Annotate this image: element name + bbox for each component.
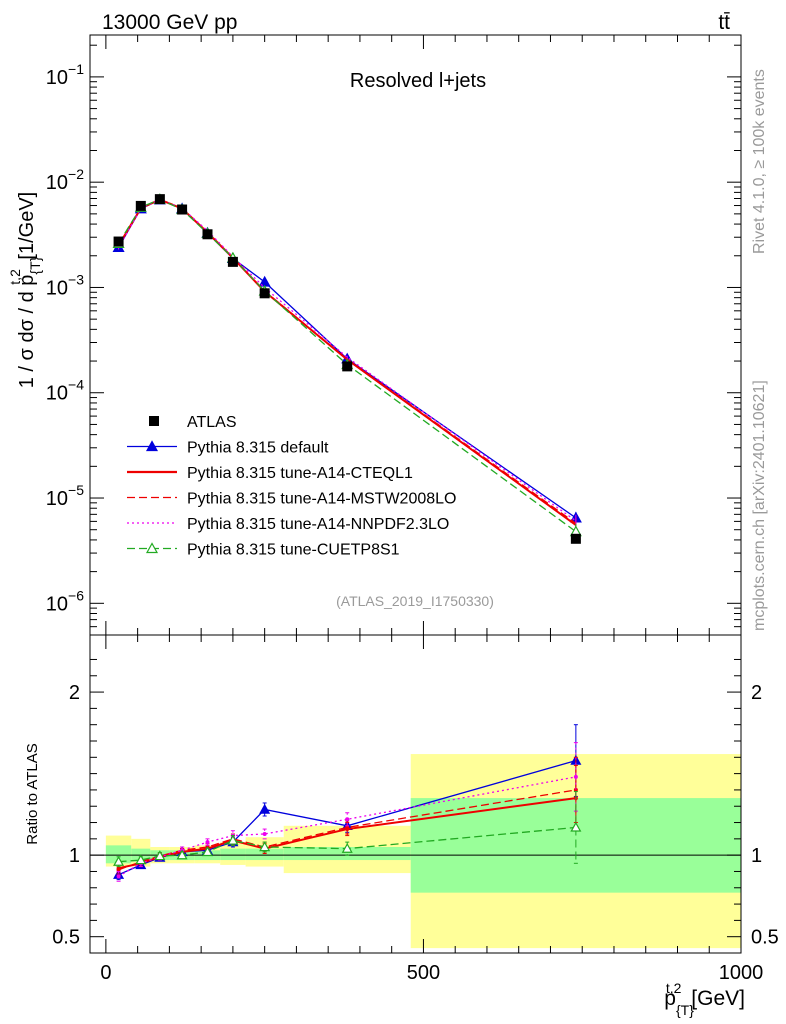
- data-point: [154, 194, 165, 205]
- ratio-y-tick-label-right: 0.5: [751, 927, 779, 949]
- ratio-series-4-marker: [135, 854, 147, 865]
- ratio-series-4-marker: [570, 821, 582, 832]
- main-panel: 10−610−510−410−310−210−1 Resolved l+jets…: [46, 34, 742, 636]
- legend-label: Pythia 8.315 tune-A14-MSTW2008LO: [187, 491, 456, 508]
- ratio-series-4-marker: [154, 850, 166, 861]
- ratio-y-axis-label: Ratio to ATLAS: [24, 743, 41, 844]
- y-axis-label-unit: [1/GeV]: [16, 192, 38, 265]
- ratio-y-tick-label: 0.5: [52, 927, 80, 949]
- y-tick-label-exp: −1: [68, 61, 84, 77]
- y-tick-label: 10−6: [46, 587, 84, 615]
- y-tick-label: 10−2: [46, 166, 84, 194]
- data-point: [202, 229, 213, 240]
- y-tick-label-base: 10: [46, 67, 68, 89]
- series-3-line: [118, 198, 577, 522]
- data-point: [259, 288, 270, 299]
- y-axis-label: 1 / σ dσ / d p{T}t,2 [1/GeV]: [7, 192, 43, 389]
- ratio-series-3-marker: [116, 874, 121, 879]
- y-tick-label: 10−3: [46, 271, 84, 299]
- ratio-series-3-marker: [262, 831, 267, 836]
- ratio-series-3-marker: [205, 840, 210, 845]
- ratio-y-tick-label: 2: [69, 682, 80, 704]
- ratio-frame: [89, 634, 742, 954]
- x-axis-label: p{T} t,2 [GeV]: [664, 980, 745, 1018]
- y-tick-label-exp: −4: [68, 377, 84, 393]
- data-point: [177, 204, 188, 215]
- y-axis-label-main: 1 / σ dσ / d p: [16, 275, 38, 389]
- legend-swatch-data: [149, 416, 159, 426]
- legend-marker-0: [145, 440, 159, 452]
- ratio-series-2-marker: [345, 825, 350, 830]
- y-tick-label: 10−5: [46, 482, 84, 510]
- y-tick-label-exp: −5: [68, 482, 84, 498]
- x-tick-label: 1000: [719, 962, 764, 984]
- ratio-y-tick-label-right: 1: [751, 845, 762, 867]
- y-tick-label-base: 10: [46, 277, 68, 299]
- ratio-band-inner: [105, 845, 132, 864]
- y-axis-label-sub: {T}: [27, 256, 43, 274]
- y-tick-label-base: 10: [46, 593, 68, 615]
- header-left: 13000 GeV pp: [102, 11, 237, 34]
- y-axis-label-sup: t,2: [7, 269, 23, 285]
- y-tick-label-exp: −3: [68, 271, 84, 287]
- legend-label: Pythia 8.315 tune-A14-NNPDF2.3LO: [187, 516, 449, 533]
- plot-title: Resolved l+jets: [350, 70, 486, 92]
- ratio-series-4-marker: [113, 855, 125, 866]
- data-point: [570, 533, 581, 544]
- legend-label: Pythia 8.315 tune-A14-CTEQL1: [187, 465, 413, 482]
- ratio-y-tick-label: 1: [69, 845, 80, 867]
- ratio-series-4-marker: [341, 842, 353, 853]
- data-point: [227, 256, 238, 267]
- y-tick-label-exp: −2: [68, 166, 84, 182]
- x-tick-label: 500: [407, 962, 440, 984]
- legend-label: ATLAS: [187, 414, 237, 431]
- ratio-band-inner: [283, 847, 411, 861]
- analysis-id: (ATLAS_2019_I1750330): [336, 593, 494, 609]
- y-tick-label-base: 10: [46, 383, 68, 405]
- ratio-series-3-marker: [573, 774, 578, 779]
- side-text-top: Rivet 4.1.0, ≥ 100k events: [751, 69, 768, 254]
- y-tick-label: 10−4: [46, 377, 84, 405]
- ratio-series-4-marker: [176, 849, 188, 860]
- ratio-panel: 0 500 1000 0.5 0.5 1 1 2 2: [52, 634, 779, 984]
- x-axis-label-sup: t,2: [666, 980, 682, 996]
- ratio-band-inner: [245, 848, 284, 861]
- ratio-series-2-marker: [573, 787, 578, 792]
- header-right: tt̄: [718, 11, 730, 34]
- y-tick-label-base: 10: [46, 172, 68, 194]
- y-tick-label: 10−1: [46, 61, 84, 89]
- side-text-bottom: mcplots.cern.ch [arXiv:2401.10621]: [751, 380, 768, 631]
- x-axis-label-main: p: [664, 987, 676, 1010]
- ratio-series-2-line: [118, 789, 576, 871]
- y-tick-label-base: 10: [46, 488, 68, 510]
- data-point: [113, 236, 124, 247]
- ratio-series-4-marker: [259, 841, 271, 852]
- ratio-series-4-marker: [227, 834, 239, 845]
- x-tick-label: 0: [100, 962, 111, 984]
- ratio-series-4-marker: [201, 846, 214, 857]
- legend: ATLAS Pythia 8.315 default Pythia 8.315 tu…: [127, 414, 456, 559]
- x-axis-label-unit: [GeV]: [685, 987, 745, 1010]
- legend-marker-4: [145, 542, 159, 554]
- ratio-series-2-marker: [116, 867, 121, 872]
- x-axis-label-sub: {T}: [676, 1002, 694, 1018]
- legend-label: Pythia 8.315 default: [187, 440, 329, 457]
- legend-label: Pythia 8.315 tune-CUETP8S1: [187, 542, 400, 559]
- ratio-y-tick-label-right: 2: [751, 682, 762, 704]
- y-tick-label-exp: −6: [68, 587, 84, 603]
- data-point: [135, 200, 146, 211]
- ratio-band-inner: [220, 848, 246, 861]
- ratio-series-3-marker: [345, 817, 350, 822]
- data-point: [342, 361, 353, 372]
- ratio-series-0-marker: [259, 803, 271, 814]
